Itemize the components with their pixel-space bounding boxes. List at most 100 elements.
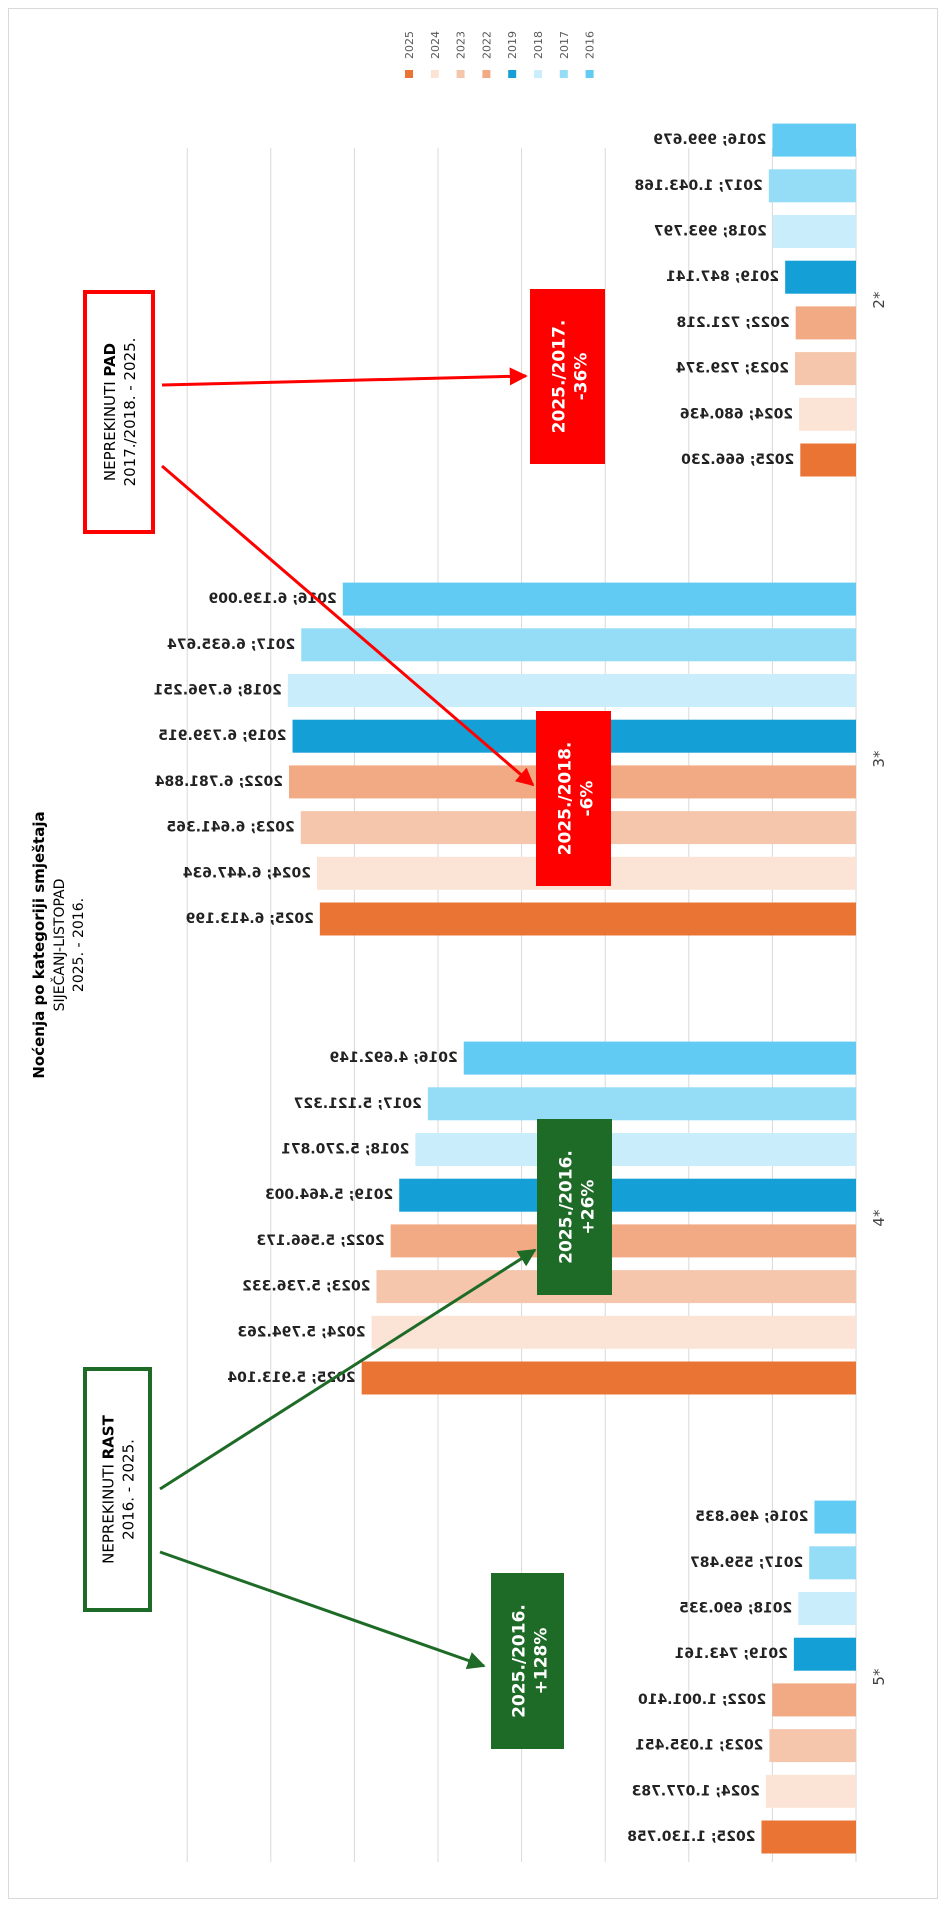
data-label: 2018; 5.270.871 <box>281 1142 409 1158</box>
data-label: 2022; 5.566.173 <box>256 1233 384 1249</box>
data-label: 2016; 4.692.149 <box>329 1050 457 1066</box>
bar <box>415 1133 856 1166</box>
annotation-box-pct-3 <box>536 711 611 886</box>
legend-label: 2022 <box>480 31 493 59</box>
legend-label: 2017 <box>558 31 571 59</box>
category-label: 4* <box>870 1209 888 1227</box>
bar <box>301 628 856 662</box>
data-label: 2019; 743.161 <box>675 1646 788 1662</box>
callout-period: 2016. - 2025. <box>120 1439 138 1540</box>
annotation-ratio: 2025./2018. <box>556 742 576 856</box>
data-label: 2022; 1.001.410 <box>638 1692 767 1708</box>
annotation-percent: +26% <box>579 1180 599 1235</box>
data-label: 2023; 1.035.451 <box>635 1738 763 1754</box>
callout-title: NEPREKINUTI PAD <box>101 343 119 481</box>
bars <box>287 123 857 1854</box>
annotation-ratio: 2025./2016. <box>510 1604 530 1718</box>
legend-label: 2025 <box>403 31 416 59</box>
data-labels: 2025; 1.130.758 2024; 1.077.783 2023; 1.03… <box>154 132 809 1845</box>
callout-box-pad <box>83 290 155 534</box>
data-label: 2017; 559.487 <box>690 1555 803 1571</box>
legend-swatch <box>559 70 568 78</box>
annotation-percent: -6% <box>578 781 598 817</box>
legend: 2025 2024 2023 2022 2019 2018 2017 2016 <box>403 31 597 78</box>
legend-label: 2024 <box>429 31 442 59</box>
legend-label: 2018 <box>532 31 545 59</box>
data-label: 2019; 847.141 <box>666 269 779 285</box>
arrows <box>159 367 537 1670</box>
category-label: 2* <box>870 291 888 309</box>
annotation-percent: -36% <box>572 353 592 401</box>
data-label: 2017; 6.635.674 <box>167 637 296 653</box>
annotation-box-pct-2 <box>530 289 605 464</box>
data-label: 2016; 999.679 <box>653 132 766 148</box>
category-labels: 5* 4* 3* 2* <box>870 291 888 1686</box>
annotation-ratio: 2025./2017. <box>550 320 570 434</box>
bar <box>361 1361 856 1395</box>
bar <box>795 306 856 340</box>
data-label: 2016; 496.835 <box>695 1509 808 1525</box>
bar <box>772 123 856 157</box>
legend-swatch <box>456 70 465 78</box>
category-label: 3* <box>870 750 888 768</box>
data-label: 2024; 6.447.634 <box>182 865 311 881</box>
data-label: 2016; 6.139.009 <box>209 591 337 607</box>
chart-subtitle-2: 2025. - 2016. <box>71 898 87 992</box>
bar <box>809 1546 856 1580</box>
annotation-percent: +128% <box>532 1628 552 1695</box>
bar <box>319 902 856 936</box>
bar <box>390 1224 856 1258</box>
data-label: 2018; 6.796.251 <box>154 683 282 699</box>
bar <box>399 1178 856 1212</box>
data-label: 2019; 6.739.915 <box>158 728 286 744</box>
bar <box>427 1087 856 1121</box>
chart-title: Noćenja po kategoriji smještaja <box>30 811 48 1078</box>
callout-period: 2017./2018. - 2025. <box>121 338 139 487</box>
annotation-ratio: 2025./2016. <box>557 1150 577 1264</box>
legend-swatch <box>508 70 517 78</box>
bar <box>800 443 856 477</box>
data-label: 2023; 6.641.365 <box>167 820 295 836</box>
legend-swatch <box>405 70 413 78</box>
data-label: 2025; 6.413.199 <box>186 911 314 927</box>
legend-swatch <box>430 70 439 78</box>
bar <box>761 1820 856 1854</box>
data-label: 2025; 5.913.104 <box>227 1370 356 1386</box>
chart-frame <box>8 8 938 1899</box>
annotations: 2025./2016. +128%2025./2016. +26%2025./201… <box>83 289 612 1749</box>
legend-label: 2016 <box>584 31 597 59</box>
callout-box-rast <box>83 1367 152 1612</box>
bar <box>793 1637 856 1671</box>
bar <box>768 169 856 203</box>
bar <box>814 1500 856 1534</box>
arrow-rast-4 <box>159 1248 537 1491</box>
data-label: 2024; 5.794.263 <box>237 1324 365 1340</box>
data-label: 2023; 5.736.332 <box>242 1279 370 1295</box>
bar <box>769 1729 856 1763</box>
data-label: 2025; 1.130.758 <box>627 1829 755 1845</box>
bar <box>765 1774 856 1808</box>
title-block: Noćenja po kategoriji smještaja SIJEČANJ… <box>30 811 87 1078</box>
bar <box>463 1041 856 1075</box>
data-label: 2024; 680.436 <box>680 406 793 422</box>
chart-subtitle-1: SIJEČANJ-LISTOPAD <box>50 879 68 1012</box>
arrow-rast-5 <box>159 1550 486 1670</box>
data-label: 2023; 729.374 <box>676 361 789 377</box>
bar <box>371 1315 856 1349</box>
bar <box>342 582 857 616</box>
arrow-pad-3 <box>161 464 535 787</box>
legend-swatch <box>482 70 491 78</box>
data-label: 2017; 1.043.168 <box>635 178 763 194</box>
legend-swatch <box>534 70 542 78</box>
category-label: 5* <box>870 1668 888 1686</box>
bar <box>772 1683 856 1717</box>
bar <box>287 674 857 707</box>
data-label: 2019; 5.464.003 <box>265 1187 393 1203</box>
arrow-pad-2 <box>161 367 528 387</box>
bar <box>799 397 856 431</box>
data-label: 2018; 993.797 <box>654 224 767 240</box>
annotation-box-pct-5 <box>491 1573 564 1749</box>
annotation-box-pct-4 <box>537 1119 612 1295</box>
data-label: 2022; 6.781.884 <box>155 774 284 790</box>
